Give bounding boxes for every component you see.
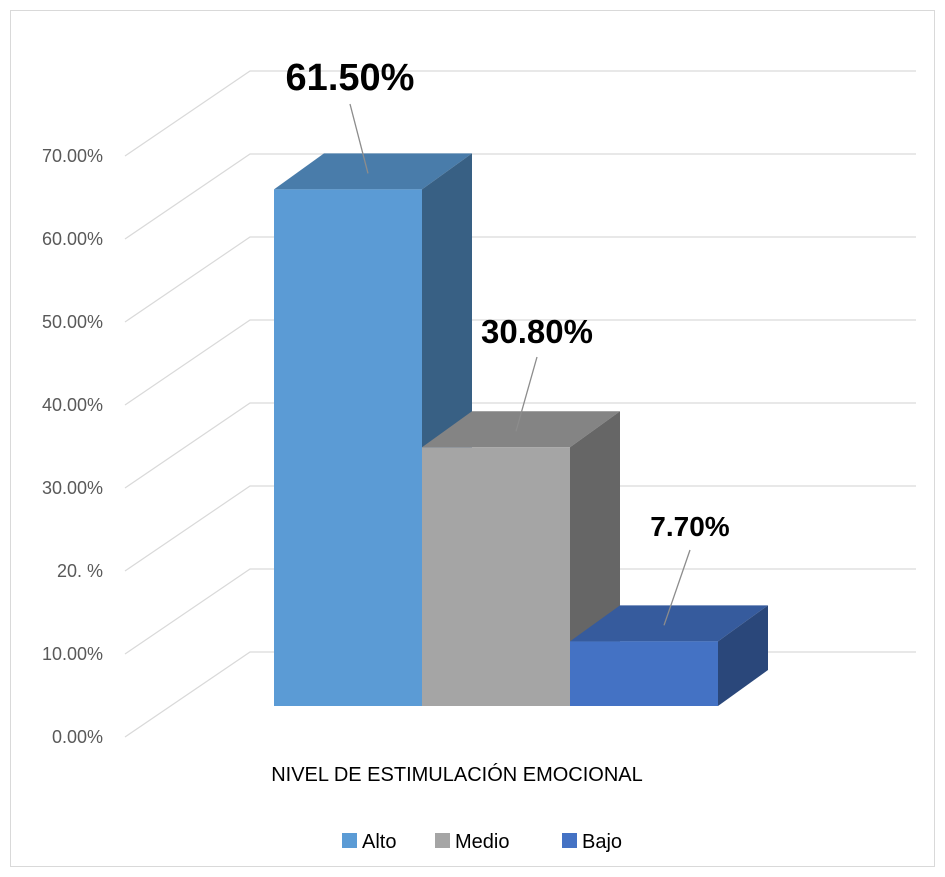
bar-side-bajo — [718, 605, 768, 706]
y-tick-label: 20. % — [57, 561, 103, 581]
leader-line — [515, 356, 538, 432]
gridline — [124, 70, 916, 157]
bar-top-alto — [274, 153, 472, 190]
y-tick-label: 60.00% — [42, 229, 103, 249]
y-tick-label: 50.00% — [42, 312, 103, 332]
category-label: NIVEL DE ESTIMULACIÓN EMOCIONAL — [271, 763, 643, 786]
data-label-alto: 61.50% — [286, 57, 415, 99]
bars — [274, 153, 768, 706]
y-axis-ticks: 0.00% 10.00% 20. % 30.00% 40.00% 50.00% 60.00%… — [42, 146, 103, 747]
gridline — [124, 236, 916, 323]
gridline — [124, 319, 916, 406]
gridline — [124, 153, 916, 240]
legend-label-medio: Medio — [455, 831, 509, 853]
legend: Alto Medio Bajo — [342, 831, 622, 853]
legend-swatch-medio — [435, 833, 450, 848]
legend-label-bajo: Bajo — [582, 831, 622, 853]
y-tick-label: 10.00% — [42, 644, 103, 664]
gridline — [124, 568, 916, 655]
data-labels: 61.50% 30.80% 7.70% — [286, 57, 730, 626]
bar-alto — [274, 189, 422, 706]
legend-swatch-bajo — [562, 833, 577, 848]
y-tick-label: 0.00% — [52, 727, 103, 747]
bar-bajo — [570, 641, 718, 706]
leader-line — [663, 549, 691, 626]
legend-swatch-alto — [342, 833, 357, 848]
bar-top-medio — [422, 411, 620, 448]
y-tick-label: 40.00% — [42, 395, 103, 415]
gridline — [124, 485, 916, 572]
legend-label-alto: Alto — [362, 831, 396, 853]
gridline — [124, 402, 916, 489]
data-label-bajo: 7.70% — [650, 511, 729, 542]
bar-medio — [422, 447, 570, 706]
data-label-medio: 30.80% — [481, 313, 593, 350]
y-tick-label: 70.00% — [42, 146, 103, 166]
leader-line — [349, 103, 369, 174]
bar-top-bajo — [570, 605, 768, 642]
y-tick-label: 30.00% — [42, 478, 103, 498]
